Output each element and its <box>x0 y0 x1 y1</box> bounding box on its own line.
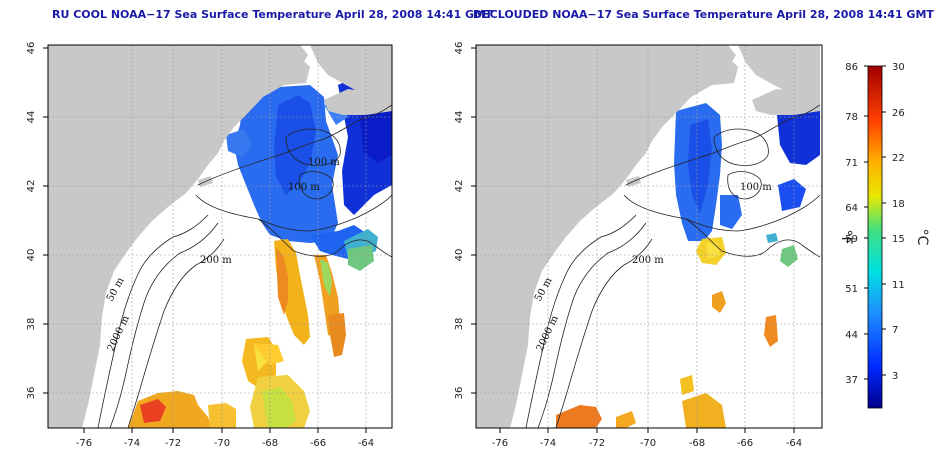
left-y-axis-labels: 46 44 42 40 38 36 <box>26 42 37 400</box>
y-tick-label: 40 <box>454 249 465 262</box>
celsius-tick: 30 <box>892 62 905 73</box>
celsius-tick: 3 <box>892 371 898 382</box>
left-panel-title: RU COOL NOAA−17 Sea Surface Temperature … <box>52 8 493 21</box>
x-tick-label: -66 <box>310 438 326 449</box>
fahrenheit-tick: 37 <box>845 375 858 386</box>
left-label-200: 200 m <box>200 255 232 266</box>
left-x-axis-labels: -76 -74 -72 -70 -68 -66 -64 <box>76 438 374 449</box>
left-frame <box>47 44 393 429</box>
fahrenheit-tick: 71 <box>845 158 858 169</box>
y-tick-label: 46 <box>26 42 37 55</box>
right-label-200: 200 m <box>632 255 664 266</box>
x-tick-label: -64 <box>786 438 802 449</box>
x-tick-label: -76 <box>76 438 92 449</box>
right-label-100: 100 m <box>740 182 772 193</box>
right-y-axis-labels: 46 44 42 40 38 36 <box>454 42 465 400</box>
x-tick-label: -66 <box>737 438 753 449</box>
right-gridlines <box>476 45 822 428</box>
left-sst-panel: 100 m 100 m 200 m 50 m 2000 m -76 -74 -7… <box>26 42 393 449</box>
celsius-tick: 7 <box>892 325 898 336</box>
left-gridlines <box>48 45 392 428</box>
colorbar-ticks <box>864 65 886 380</box>
right-x-axis-labels: -76 -74 -72 -70 -68 -66 -64 <box>492 438 802 449</box>
y-tick-label: 36 <box>454 387 465 400</box>
x-tick-label: -74 <box>540 438 556 449</box>
y-tick-label: 42 <box>454 180 465 193</box>
y-tick-label: 44 <box>26 111 37 124</box>
celsius-tick: 15 <box>892 234 905 245</box>
celsius-tick: 11 <box>892 280 905 291</box>
y-tick-label: 44 <box>454 111 465 124</box>
left-ticks <box>43 47 367 433</box>
y-tick-label: 46 <box>454 42 465 55</box>
x-tick-label: -74 <box>124 438 140 449</box>
right-panel-title: DECLOUDED NOAA−17 Sea Surface Temperatur… <box>473 8 934 21</box>
right-ticks <box>471 47 795 433</box>
y-tick-label: 36 <box>26 387 37 400</box>
x-tick-label: -72 <box>589 438 605 449</box>
x-tick-label: -70 <box>640 438 656 449</box>
y-tick-label: 42 <box>26 180 37 193</box>
y-tick-label: 38 <box>26 318 37 331</box>
fahrenheit-tick: 59 <box>845 234 858 245</box>
celsius-unit-label: °C <box>914 229 930 246</box>
x-tick-label: -76 <box>492 438 508 449</box>
left-label-100b: 100 m <box>288 182 320 193</box>
y-tick-label: 38 <box>454 318 465 331</box>
right-sst-panel: 100 m 200 m 50 m 2000 m -76 -74 -72 -70 … <box>454 42 823 449</box>
x-tick-label: -70 <box>214 438 230 449</box>
colorbar-gradient <box>867 65 883 409</box>
fahrenheit-tick: 86 <box>845 62 858 73</box>
x-tick-label: -68 <box>689 438 705 449</box>
temperature-colorbar: 86 78 71 64 59 51 44 37 30 26 22 18 15 1… <box>838 62 930 409</box>
x-tick-label: -72 <box>165 438 181 449</box>
left-label-100a: 100 m <box>308 157 340 168</box>
fahrenheit-tick: 78 <box>845 112 858 123</box>
fahrenheit-tick: 64 <box>845 203 858 214</box>
celsius-tick: 18 <box>892 199 905 210</box>
x-tick-label: -68 <box>262 438 278 449</box>
fahrenheit-tick: 44 <box>845 330 858 341</box>
celsius-tick: 26 <box>892 108 905 119</box>
fahrenheit-tick: 51 <box>845 284 858 295</box>
y-tick-label: 40 <box>26 249 37 262</box>
celsius-tick: 22 <box>892 153 905 164</box>
fahrenheit-unit-label: °F <box>838 229 854 244</box>
x-tick-label: -64 <box>358 438 374 449</box>
right-frame <box>475 44 823 429</box>
